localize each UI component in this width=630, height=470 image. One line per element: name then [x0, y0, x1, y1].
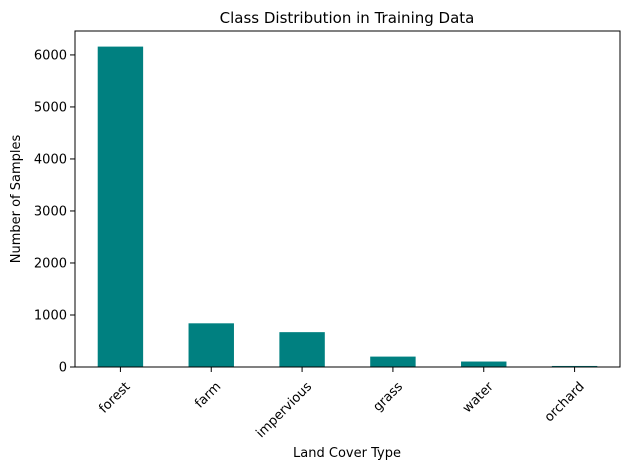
x-tick-label-farm: farm	[192, 379, 224, 411]
y-axis-label: Number of Samples	[9, 135, 24, 264]
x-tick-label-impervious: impervious	[254, 379, 316, 441]
bar-orchard	[551, 365, 598, 367]
y-axis: 0 1000 2000 3000 4000 5000 6000	[34, 48, 75, 376]
y-tick-label-2000: 2000	[34, 256, 67, 271]
x-tick-label-grass: grass	[371, 379, 407, 415]
x-tick-label-orchard: orchard	[542, 379, 588, 425]
y-tick-label-3000: 3000	[34, 204, 67, 219]
x-tick-label-water: water	[460, 379, 497, 416]
y-tick-label-4000: 4000	[34, 152, 67, 167]
bar-farm	[188, 323, 234, 367]
bar-forest	[97, 46, 144, 367]
y-tick-label-0: 0	[59, 361, 67, 376]
x-axis: forest farm impervious grass water orchard	[96, 367, 588, 441]
y-tick-label-1000: 1000	[34, 308, 67, 323]
chart-title: Class Distribution in Training Data	[220, 9, 475, 27]
y-tick-label-6000: 6000	[34, 48, 67, 63]
x-axis-label: Land Cover Type	[293, 446, 401, 461]
bars-group	[97, 46, 598, 367]
y-tick-label-5000: 5000	[34, 100, 67, 115]
x-tick-label-forest: forest	[96, 379, 133, 416]
bar-water	[461, 361, 507, 367]
bar-grass	[370, 356, 416, 367]
plot-frame	[74, 30, 621, 368]
bar-impervious	[279, 332, 325, 367]
